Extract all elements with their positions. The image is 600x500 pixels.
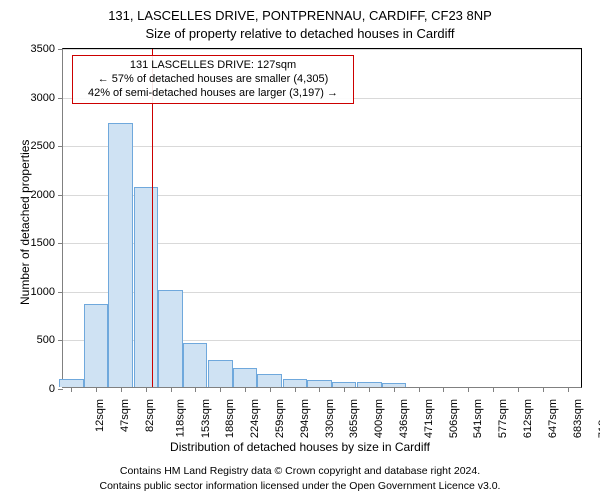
histogram-bar bbox=[183, 343, 208, 387]
x-tick-label: 82sqm bbox=[144, 399, 156, 432]
histogram-bar bbox=[257, 374, 282, 387]
histogram-bar bbox=[158, 290, 183, 387]
histogram-bar bbox=[134, 187, 159, 387]
x-tick-mark bbox=[121, 387, 122, 392]
y-tick-mark bbox=[58, 389, 63, 390]
x-tick-label: 224sqm bbox=[250, 399, 262, 438]
x-tick-mark bbox=[369, 387, 370, 392]
y-tick-label: 2500 bbox=[31, 140, 55, 152]
footer-line2: Contains public sector information licen… bbox=[0, 480, 600, 492]
x-tick-mark bbox=[419, 387, 420, 392]
x-tick-label: 400sqm bbox=[373, 399, 385, 438]
page-title-line2: Size of property relative to detached ho… bbox=[0, 26, 600, 41]
x-tick-label: 436sqm bbox=[399, 399, 411, 438]
x-tick-label: 577sqm bbox=[498, 399, 510, 438]
x-tick-mark bbox=[171, 387, 172, 392]
y-tick-label: 1500 bbox=[31, 237, 55, 249]
x-tick-label: 153sqm bbox=[200, 399, 212, 438]
x-tick-mark bbox=[319, 387, 320, 392]
x-tick-mark bbox=[344, 387, 345, 392]
x-tick-label: 506sqm bbox=[448, 399, 460, 438]
x-tick-label: 118sqm bbox=[174, 399, 186, 437]
y-tick-label: 0 bbox=[49, 383, 55, 395]
x-tick-label: 541sqm bbox=[472, 399, 484, 438]
x-tick-mark bbox=[443, 387, 444, 392]
x-tick-label: 330sqm bbox=[324, 399, 336, 438]
x-tick-mark bbox=[71, 387, 72, 392]
annotation-line: 42% of semi-detached houses are larger (… bbox=[79, 87, 347, 101]
x-tick-mark bbox=[568, 387, 569, 392]
y-tick-mark bbox=[58, 146, 63, 147]
x-tick-mark bbox=[295, 387, 296, 392]
y-axis-label: Number of detached properties bbox=[18, 140, 32, 305]
x-axis-label: Distribution of detached houses by size … bbox=[0, 440, 600, 454]
histogram-bar bbox=[307, 380, 332, 387]
x-tick-mark bbox=[195, 387, 196, 392]
x-tick-label: 647sqm bbox=[547, 399, 559, 438]
histogram-bar bbox=[208, 360, 233, 387]
x-tick-label: 683sqm bbox=[572, 399, 584, 438]
y-tick-label: 3000 bbox=[31, 92, 55, 104]
figure: 131, LASCELLES DRIVE, PONTPRENNAU, CARDI… bbox=[0, 0, 600, 500]
y-tick-mark bbox=[58, 292, 63, 293]
x-tick-label: 365sqm bbox=[349, 399, 361, 438]
x-tick-label: 47sqm bbox=[119, 399, 131, 432]
x-tick-mark bbox=[270, 387, 271, 392]
annotation-line: ← 57% of detached houses are smaller (4,… bbox=[79, 73, 347, 87]
x-tick-mark bbox=[146, 387, 147, 392]
footer-line1: Contains HM Land Registry data © Crown c… bbox=[0, 465, 600, 477]
histogram-bar bbox=[233, 368, 258, 387]
histogram-bar bbox=[59, 379, 84, 387]
page-title-line1: 131, LASCELLES DRIVE, PONTPRENNAU, CARDI… bbox=[0, 8, 600, 23]
gridline-h bbox=[63, 49, 581, 50]
x-tick-label: 188sqm bbox=[224, 399, 236, 438]
y-tick-mark bbox=[58, 340, 63, 341]
histogram-bar bbox=[108, 123, 133, 387]
x-tick-mark bbox=[493, 387, 494, 392]
x-tick-mark bbox=[394, 387, 395, 392]
x-tick-mark bbox=[543, 387, 544, 392]
x-tick-label: 259sqm bbox=[274, 399, 286, 438]
x-tick-mark bbox=[468, 387, 469, 392]
histogram-bar bbox=[84, 304, 109, 387]
gridline-h bbox=[63, 146, 581, 147]
x-tick-mark bbox=[96, 387, 97, 392]
x-tick-label: 471sqm bbox=[423, 399, 435, 438]
x-tick-mark bbox=[518, 387, 519, 392]
y-tick-label: 3500 bbox=[31, 43, 55, 55]
annotation-box: 131 LASCELLES DRIVE: 127sqm← 57% of deta… bbox=[72, 55, 354, 104]
y-tick-mark bbox=[58, 98, 63, 99]
x-tick-label: 612sqm bbox=[522, 399, 534, 438]
y-tick-mark bbox=[58, 195, 63, 196]
annotation-line: 131 LASCELLES DRIVE: 127sqm bbox=[79, 59, 347, 73]
y-tick-label: 1000 bbox=[31, 286, 55, 298]
x-tick-label: 294sqm bbox=[299, 399, 311, 438]
x-tick-label: 12sqm bbox=[94, 399, 106, 432]
y-tick-label: 2000 bbox=[31, 189, 55, 201]
y-tick-mark bbox=[58, 243, 63, 244]
y-tick-mark bbox=[58, 49, 63, 50]
histogram-bar bbox=[283, 379, 308, 387]
x-tick-mark bbox=[220, 387, 221, 392]
y-tick-label: 500 bbox=[37, 334, 55, 346]
x-tick-mark bbox=[245, 387, 246, 392]
